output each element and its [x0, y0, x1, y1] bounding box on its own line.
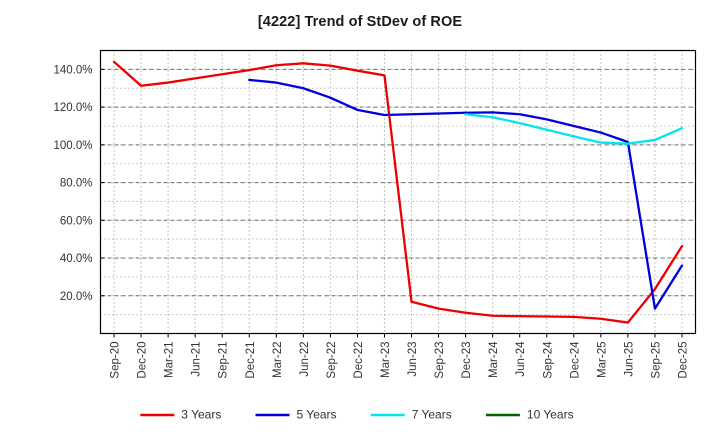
- y-axis-tick-label: 20.0%: [60, 291, 93, 303]
- x-axis-tick-label: Dec-23: [461, 342, 473, 379]
- plot-frame: [99, 49, 697, 335]
- series-line: [464, 113, 684, 145]
- chart-title: [4222] Trend of StDev of ROE: [257, 14, 463, 30]
- x-axis-tick-label: Jun-23: [407, 342, 419, 377]
- y-axis-tick-label: 120.0%: [53, 102, 92, 114]
- x-axis-tick-label: Sep-24: [542, 341, 554, 379]
- series-line: [248, 78, 684, 310]
- y-axis-tick-label: 60.0%: [60, 215, 93, 227]
- x-axis-tick-label: Sep-21: [218, 342, 230, 379]
- y-axis-tick-label: 80.0%: [60, 178, 93, 190]
- x-axis-ticks: Sep-20 Dec-20 Mar-21 Jun-21 Sep-21 Dec-21 Mar-…: [110, 333, 689, 379]
- legend-label: 3 Years: [181, 408, 221, 422]
- x-axis-tick-label: Jun-22: [299, 342, 311, 377]
- x-axis-tick-label: Jun-25: [623, 342, 635, 377]
- chart-legend: 3 Years 5 Years 7 Years 10 Years: [140, 408, 574, 422]
- x-axis-tick-label: Dec-22: [353, 342, 365, 379]
- x-axis-tick-label: Mar-25: [596, 342, 608, 378]
- plot-border: [99, 49, 697, 335]
- x-axis-tick-label: Dec-20: [137, 342, 149, 379]
- x-axis-tick-label: Dec-25: [677, 342, 689, 379]
- y-axis-ticks: 20.0% 40.0% 60.0% 80.0% 100.0% 120.0% 140.0%: [53, 64, 105, 303]
- x-axis-tick-label: Dec-24: [569, 341, 581, 379]
- series-line: [112, 60, 684, 324]
- x-axis-tick-label: Dec-21: [245, 342, 257, 379]
- x-axis-tick-label: Sep-23: [434, 342, 446, 379]
- x-axis-tick-label: Jun-21: [191, 342, 203, 377]
- x-axis-tick-label: Mar-21: [164, 342, 176, 378]
- legend-label: 7 Years: [412, 408, 452, 422]
- legend-label: 5 Years: [297, 408, 337, 422]
- legend-label: 10 Years: [527, 408, 574, 422]
- x-axis-tick-label: Jun-24: [515, 341, 527, 377]
- y-axis-tick-label: 40.0%: [60, 253, 93, 265]
- x-axis-tick-label: Mar-24: [488, 341, 500, 378]
- y-axis-tick-label: 140.0%: [53, 64, 92, 76]
- data-series: [112, 60, 684, 324]
- y-axis-tick-label: 100.0%: [53, 140, 92, 152]
- x-axis-tick-label: Sep-25: [650, 342, 662, 379]
- x-axis-tick-label: Mar-23: [380, 342, 392, 378]
- x-axis-tick-label: Sep-20: [110, 342, 122, 379]
- x-axis-tick-label: Mar-22: [272, 342, 284, 378]
- x-axis-tick-label: Sep-22: [326, 342, 338, 379]
